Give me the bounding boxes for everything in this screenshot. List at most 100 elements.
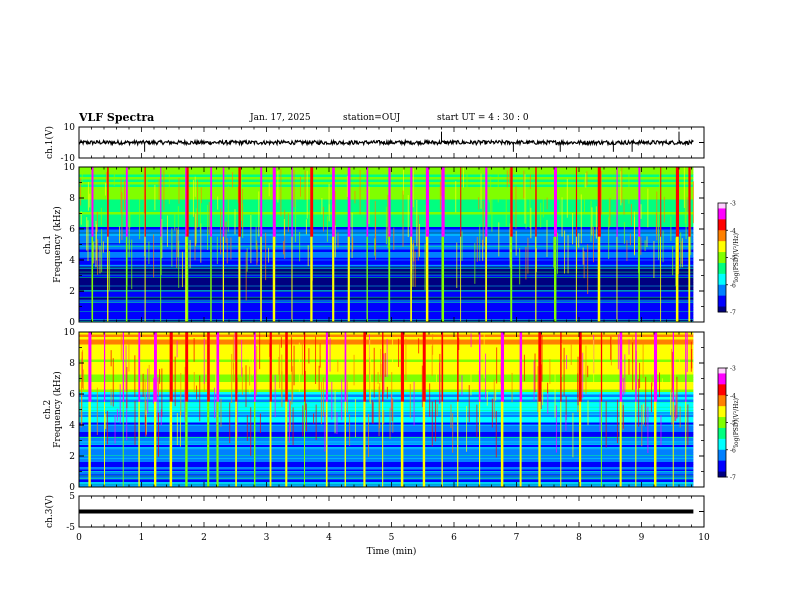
spectrogram-speckle bbox=[305, 403, 307, 432]
spectrogram-speckle bbox=[642, 403, 644, 425]
colorbar-cell bbox=[718, 408, 726, 413]
spectrogram-speckle bbox=[523, 354, 525, 382]
spectrogram-speckle bbox=[671, 388, 673, 425]
spheric-streak bbox=[441, 332, 444, 402]
spheric-streak bbox=[332, 167, 335, 237]
spheric-streak bbox=[235, 332, 238, 402]
spectrogram-band bbox=[79, 194, 694, 198]
colorbar-cell bbox=[718, 397, 726, 402]
spectrogram-speckle bbox=[679, 346, 681, 373]
spectrogram-speckle bbox=[561, 197, 563, 237]
spectrogram-speckle bbox=[540, 202, 542, 228]
spectrogram-band bbox=[79, 464, 694, 468]
spectrogram-speckle bbox=[418, 338, 420, 354]
spectrogram-speckle bbox=[319, 340, 321, 356]
spectrogram-speckle bbox=[256, 240, 258, 266]
spectrogram-speckle bbox=[322, 206, 324, 232]
spectrogram-speckle bbox=[373, 347, 375, 398]
spectrogram-speckle bbox=[478, 197, 480, 210]
spectrogram-speckle bbox=[663, 196, 665, 223]
spectrogram-speckle bbox=[577, 356, 579, 406]
spheric-streak bbox=[272, 167, 276, 237]
spectrogram-speckle bbox=[143, 167, 145, 214]
spectrogram-speckle bbox=[622, 377, 624, 396]
colorbar-cell bbox=[718, 387, 726, 391]
colorbar-cell bbox=[718, 227, 726, 231]
spectrogram-speckle bbox=[431, 401, 433, 447]
spectrogram-speckle bbox=[591, 207, 593, 236]
spectrogram-speckle bbox=[377, 371, 379, 384]
spectrogram-speckle bbox=[320, 382, 322, 425]
spheric-streak bbox=[688, 167, 691, 237]
spectrogram-band bbox=[79, 432, 694, 435]
spheric-streak bbox=[410, 167, 413, 237]
spheric-streak bbox=[672, 332, 674, 402]
spheric-streak-lower bbox=[160, 236, 162, 322]
spectrogram-speckle bbox=[250, 214, 252, 264]
spectrogram-speckle bbox=[177, 229, 179, 258]
spectrogram-speckle bbox=[476, 236, 478, 262]
spectrogram-speckle bbox=[416, 200, 418, 247]
colorbar-cell bbox=[718, 301, 726, 305]
spectrogram-speckle bbox=[315, 404, 317, 441]
spectrogram-speckle bbox=[255, 226, 257, 250]
colorbar-cell bbox=[718, 216, 726, 220]
spectrogram-speckle bbox=[105, 413, 107, 430]
spectrogram-speckle bbox=[369, 357, 371, 404]
spectrogram-speckle bbox=[96, 211, 98, 232]
spectrogram-speckle bbox=[328, 204, 330, 222]
spectrogram-speckle bbox=[495, 411, 497, 458]
spectrogram-band bbox=[79, 257, 694, 260]
spheric-streak bbox=[638, 167, 641, 237]
spheric-streak bbox=[597, 167, 601, 237]
spectrogram-speckle bbox=[176, 412, 178, 446]
spectrogram-band bbox=[79, 389, 694, 393]
ch3-waveform-plot: 5 -5 ch.3(V) 0 1 2 3 4 5 6 7 8 9 10 Time (min) bbox=[44, 492, 710, 557]
spectrogram-speckle bbox=[189, 240, 191, 269]
spectrogram-speckle bbox=[353, 354, 355, 386]
spectrogram-band bbox=[79, 339, 694, 343]
spheric-streak-lower bbox=[425, 236, 429, 322]
spectrogram-speckle bbox=[81, 168, 83, 186]
spectrogram-speckle bbox=[684, 194, 686, 224]
spectrogram-band bbox=[79, 387, 694, 390]
spectrogram-speckle bbox=[193, 372, 195, 393]
colorbar-tick-label: -4 bbox=[730, 393, 736, 400]
spectrogram-speckle bbox=[313, 413, 315, 424]
spectrogram-speckle bbox=[200, 223, 202, 263]
spectrogram-speckle bbox=[686, 197, 688, 213]
colorbar-tick-label: -5 bbox=[730, 420, 736, 427]
spheric-streak-lower bbox=[144, 236, 146, 322]
ch3-voltage-axis-label: ch.3(V) bbox=[44, 495, 55, 528]
spheric-streak bbox=[138, 332, 141, 402]
spectrogram-speckle bbox=[195, 213, 197, 247]
spheric-streak-lower bbox=[304, 401, 305, 487]
spectrogram-speckle bbox=[557, 232, 559, 274]
spectrogram-speckle bbox=[659, 173, 661, 191]
colorbar-cell bbox=[718, 279, 726, 283]
spheric-streak bbox=[91, 167, 94, 237]
spectrogram-band bbox=[79, 174, 694, 178]
spectrogram-speckle bbox=[386, 338, 388, 377]
spectrogram-speckle bbox=[251, 350, 253, 376]
spectrogram-speckle bbox=[178, 178, 180, 204]
spectrogram-band bbox=[79, 204, 694, 208]
spectrogram-speckle bbox=[293, 169, 295, 208]
colorbar-cell bbox=[718, 433, 726, 437]
spheric-streak-lower bbox=[410, 236, 412, 322]
spectrogram-speckle bbox=[387, 194, 389, 239]
spectrogram-speckle bbox=[622, 405, 624, 429]
spectrogram-speckle bbox=[232, 334, 234, 370]
spectrogram-speckle bbox=[476, 404, 478, 438]
spectrogram-band bbox=[79, 299, 694, 303]
spheric-streak-lower bbox=[291, 236, 293, 322]
y-tick-label: 4 bbox=[69, 256, 75, 266]
spectrogram-speckle bbox=[126, 398, 128, 441]
spectrogram-band bbox=[79, 352, 694, 355]
spectrogram-speckle bbox=[398, 338, 400, 367]
spectrogram-speckle bbox=[383, 410, 385, 424]
spectrogram-speckle bbox=[274, 374, 276, 418]
spectrogram-speckle bbox=[564, 230, 566, 274]
spectrogram-speckle bbox=[128, 339, 130, 372]
spectrogram-speckle bbox=[662, 230, 664, 263]
